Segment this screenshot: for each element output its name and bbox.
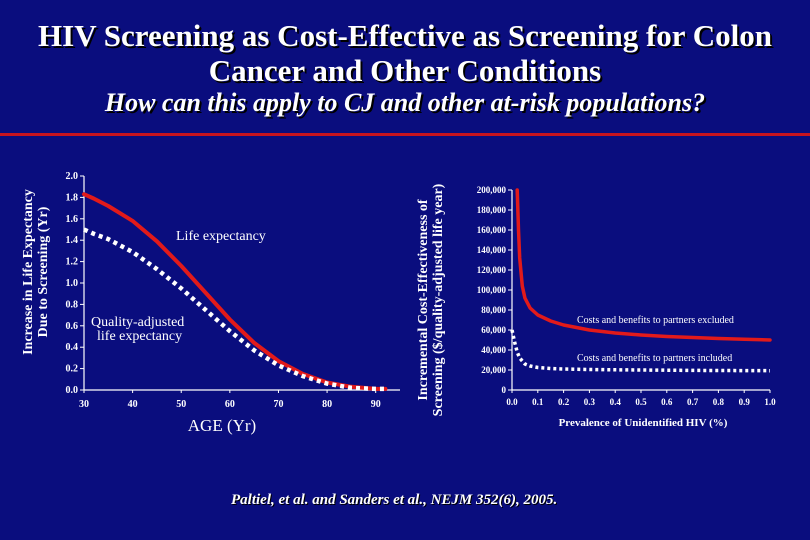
series-line-solid-0 <box>82 192 388 391</box>
right-y-axis-label: Incremental Cost-Effectiveness of Screen… <box>416 183 446 416</box>
y-tick-label: 0.0 <box>66 385 79 396</box>
left-y-axis-label-line2: Due to Screening (Yr) <box>36 206 51 337</box>
y-tick-label: 1.2 <box>66 257 79 268</box>
x-tick-label: 80 <box>322 399 332 410</box>
citation: Paltiel, et al. and Sanders et al., NEJM… <box>231 492 558 508</box>
right-x-ticks: 0.0 0.1 0.2 0.3 0.4 0.5 0.6 0.7 0.8 0.9 1.0 <box>506 390 776 407</box>
y-tick-label: 100,000 <box>477 285 507 295</box>
right-x-axis-label: Prevalence of Unidentified HIV (%) <box>559 417 728 429</box>
y-tick-label: 60,000 <box>481 325 506 335</box>
partners-included-annotation: Costs and benefits to partners included <box>577 353 732 364</box>
qale-annotation-line1: Quality-adjusted <box>91 315 184 330</box>
y-tick-label: 0.2 <box>66 364 79 375</box>
x-tick-label: 30 <box>79 399 89 410</box>
y-tick-label: 180,000 <box>477 205 507 215</box>
x-tick-label: 0.9 <box>739 397 751 407</box>
y-tick-label: 0.8 <box>66 299 79 310</box>
x-tick-label: 0.8 <box>713 397 725 407</box>
x-tick-label: 0.0 <box>506 397 518 407</box>
x-tick-label: 70 <box>273 399 283 410</box>
x-tick-label: 60 <box>225 399 235 410</box>
left-series <box>82 192 388 392</box>
y-tick-label: 120,000 <box>477 265 507 275</box>
left-y-ticks: 0.0 0.2 0.4 0.6 0.8 1.0 1.2 1.4 1.6 1.8 2.0 <box>66 171 84 396</box>
y-tick-label: 1.0 <box>66 278 79 289</box>
y-tick-label: 160,000 <box>477 225 507 235</box>
left-x-axis-label: AGE (Yr) <box>188 416 256 435</box>
slide-title-line1: HIV Screening as Cost-Effective as Scree… <box>38 18 772 53</box>
right-y-axis-label-line2: Screening ($/quality-adjusted life year) <box>431 183 446 416</box>
y-tick-label: 1.8 <box>66 192 79 203</box>
x-tick-label: 0.3 <box>584 397 596 407</box>
slide-subtitle: How can this apply to CJ and other at-ri… <box>104 88 706 117</box>
y-tick-label: 140,000 <box>477 245 507 255</box>
x-tick-label: 50 <box>176 399 186 410</box>
left-chart: Increase in Life Expectancy Due to Scree… <box>21 171 400 435</box>
y-tick-label: 20,000 <box>481 365 506 375</box>
y-tick-label: 200,000 <box>477 185 507 195</box>
partners-excluded-annotation: Costs and benefits to partners excluded <box>577 315 734 326</box>
y-tick-label: 0.6 <box>66 321 79 332</box>
x-tick-label: 0.5 <box>635 397 647 407</box>
y-tick-label: 0.4 <box>66 342 79 353</box>
life-expectancy-annotation: Life expectancy <box>176 229 266 244</box>
x-tick-label: 0.4 <box>610 397 622 407</box>
right-y-ticks: 0 20,000 40,000 60,000 80,000 100,000 120,000 1… <box>477 185 512 395</box>
x-tick-label: 0.2 <box>558 397 570 407</box>
right-chart: Incremental Cost-Effectiveness of Screen… <box>416 183 776 429</box>
right-series <box>510 188 772 373</box>
left-axes <box>83 176 400 391</box>
series-line-dashed-1 <box>83 227 386 392</box>
slide-title-line2: Cancer and Other Conditions <box>208 53 602 88</box>
y-tick-label: 0 <box>502 385 507 395</box>
series-line-solid-0 <box>515 188 772 342</box>
slide-title: HIV Screening as Cost-Effective as Scree… <box>0 18 810 88</box>
qale-annotation-line2: life expectancy <box>97 329 182 344</box>
left-y-axis-label: Increase in Life Expectancy Due to Scree… <box>21 189 51 355</box>
y-tick-label: 1.6 <box>66 214 79 225</box>
series-line-dashed-1 <box>510 329 771 373</box>
x-tick-label: 1.0 <box>764 397 776 407</box>
x-tick-label: 0.7 <box>687 397 699 407</box>
y-tick-label: 80,000 <box>481 305 506 315</box>
y-tick-label: 1.4 <box>66 235 79 246</box>
x-tick-label: 40 <box>128 399 138 410</box>
y-tick-label: 2.0 <box>66 171 79 182</box>
left-x-ticks: 30 40 50 60 70 80 90 <box>79 390 381 410</box>
x-tick-label: 0.6 <box>661 397 673 407</box>
x-tick-label: 0.1 <box>532 397 544 407</box>
y-tick-label: 40,000 <box>481 345 506 355</box>
x-tick-label: 90 <box>371 399 381 410</box>
title-divider <box>0 133 810 136</box>
left-y-axis-label-line1: Increase in Life Expectancy <box>21 189 36 355</box>
right-y-axis-label-line1: Incremental Cost-Effectiveness of <box>416 199 431 400</box>
